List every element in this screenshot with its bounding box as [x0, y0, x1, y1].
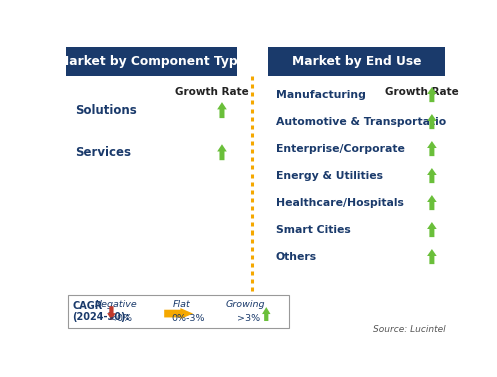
Text: Growth Rate: Growth Rate — [385, 87, 459, 97]
Text: Growth Rate: Growth Rate — [175, 87, 249, 97]
Polygon shape — [427, 114, 437, 129]
Text: Market by Component Type: Market by Component Type — [57, 55, 246, 68]
Text: Enterprise/Corporate: Enterprise/Corporate — [276, 144, 405, 153]
Polygon shape — [427, 249, 437, 264]
FancyBboxPatch shape — [66, 47, 238, 76]
Text: Solutions: Solutions — [76, 104, 137, 117]
FancyBboxPatch shape — [268, 47, 445, 76]
Text: Automotive & Transportatio: Automotive & Transportatio — [276, 116, 446, 127]
Text: Energy & Utilities: Energy & Utilities — [276, 170, 383, 181]
Text: CAGR: CAGR — [73, 301, 103, 311]
Text: Negative: Negative — [94, 300, 138, 309]
Polygon shape — [107, 306, 116, 320]
Polygon shape — [427, 222, 437, 237]
Polygon shape — [262, 307, 270, 321]
Text: (2024-30):: (2024-30): — [73, 312, 130, 322]
Text: Growing: Growing — [225, 300, 265, 309]
Text: <0%: <0% — [109, 314, 132, 323]
Text: Services: Services — [76, 146, 132, 159]
Text: Manufacturing: Manufacturing — [276, 90, 366, 100]
Polygon shape — [217, 144, 227, 160]
Polygon shape — [164, 308, 193, 319]
Text: Market by End Use: Market by End Use — [292, 55, 421, 68]
FancyBboxPatch shape — [68, 295, 289, 328]
Polygon shape — [427, 141, 437, 156]
Polygon shape — [427, 195, 437, 210]
Text: 0%-3%: 0%-3% — [171, 314, 205, 323]
Polygon shape — [217, 102, 227, 118]
Text: >3%: >3% — [238, 314, 260, 323]
Polygon shape — [427, 168, 437, 183]
Text: Others: Others — [276, 251, 317, 262]
Text: Flat: Flat — [172, 300, 190, 309]
Polygon shape — [427, 87, 437, 102]
Text: Healthcare/Hospitals: Healthcare/Hospitals — [276, 198, 404, 208]
Text: Smart Cities: Smart Cities — [276, 225, 351, 234]
Text: Source: Lucintel: Source: Lucintel — [373, 325, 445, 334]
